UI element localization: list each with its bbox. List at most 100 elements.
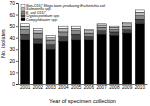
bar-segment xyxy=(59,26,68,28)
bar-segment xyxy=(59,37,68,42)
x-tick-label: 2003 xyxy=(46,85,57,90)
x-tick-label: 2007 xyxy=(97,85,108,90)
bar-segment xyxy=(110,35,119,84)
y-axis-line xyxy=(16,4,19,85)
y-tick-label: 70 xyxy=(9,0,15,6)
y-tick: 50 xyxy=(9,23,18,29)
x-tick: 2001 xyxy=(20,84,31,90)
bar-segment xyxy=(84,33,93,36)
x-tick: 2002 xyxy=(33,84,44,90)
bar-segment xyxy=(135,24,144,84)
bar-segment xyxy=(72,40,81,84)
x-tick-label: 2004 xyxy=(58,85,69,90)
bar-segment xyxy=(59,28,68,31)
bar-segment xyxy=(46,38,55,40)
bar-segment xyxy=(123,30,132,33)
y-tick-mark xyxy=(16,84,18,85)
y-tick: 70 xyxy=(9,0,18,6)
bar-segment xyxy=(135,10,144,12)
y-tick-mark xyxy=(16,49,18,50)
bar-segment xyxy=(21,30,30,35)
y-tick: 0 xyxy=(12,81,18,87)
bar-segment xyxy=(135,12,144,15)
y-tick-mark xyxy=(16,61,18,62)
y-tick: 60 xyxy=(9,12,18,18)
y-tick-label: 10 xyxy=(9,70,15,76)
y-tick-label: 50 xyxy=(9,23,15,29)
x-tick-label: 2010 xyxy=(135,85,146,90)
x-tick: 2005 xyxy=(71,84,82,90)
bar-segment xyxy=(33,31,42,33)
bar-segment xyxy=(21,26,30,29)
bar-segment xyxy=(97,31,106,34)
bar-segment xyxy=(84,37,93,40)
bar-segment xyxy=(110,27,119,29)
bar-segment xyxy=(110,30,119,32)
bar-segment xyxy=(21,40,30,84)
y-tick: 10 xyxy=(9,70,18,76)
bar-segment xyxy=(59,32,68,37)
y-tick-label: 30 xyxy=(9,46,15,52)
x-tick-label: 2008 xyxy=(109,85,120,90)
bar-segment xyxy=(59,41,68,84)
bar-segment xyxy=(46,49,55,84)
bar-segment xyxy=(110,26,119,27)
y-tick-label: 40 xyxy=(9,35,15,41)
x-tick: 2010 xyxy=(135,84,146,90)
y-tick-label: 0 xyxy=(12,81,15,87)
bar-segment xyxy=(123,26,132,29)
x-tick: 2004 xyxy=(58,84,69,90)
bar-segment xyxy=(84,31,93,33)
legend-swatch xyxy=(21,5,25,8)
bar-segment xyxy=(46,40,55,45)
y-axis: 0 10 20 30 40 50 60 70 xyxy=(9,0,18,87)
bar-segment xyxy=(123,23,132,24)
y-tick: 30 xyxy=(9,46,18,52)
bar-segment xyxy=(84,40,93,84)
x-tick-label: 2002 xyxy=(33,85,44,90)
bar-segment xyxy=(72,31,81,34)
bar-segment xyxy=(33,44,42,85)
bar-segment xyxy=(46,45,55,50)
y-tick-mark xyxy=(16,3,18,4)
bar-segment xyxy=(72,28,81,30)
bar-segment xyxy=(72,34,81,40)
y-tick-mark xyxy=(16,38,18,39)
x-tick: 2009 xyxy=(122,84,133,90)
y-tick: 40 xyxy=(9,35,18,41)
chart: 0102030405060702001200220032004200520062… xyxy=(0,0,150,106)
bar-segment xyxy=(110,32,119,35)
y-tick-label: 20 xyxy=(9,58,15,64)
bar-segment xyxy=(33,33,42,39)
y-axis-title: No. isolates xyxy=(0,29,6,58)
x-tick-label: 2009 xyxy=(122,85,133,90)
legend: Non-O157 Shiga toxin–producing Escherich… xyxy=(21,4,105,22)
x-tick: 2003 xyxy=(46,84,57,90)
bar-segment xyxy=(135,19,144,24)
legend-swatch xyxy=(21,11,25,14)
y-tick-label: 60 xyxy=(9,12,15,18)
legend-item: Campylobacter spp. xyxy=(21,18,58,22)
x-tick: 2007 xyxy=(97,84,108,90)
x-tick-label: 2001 xyxy=(20,85,31,90)
bar-segment xyxy=(123,24,132,26)
bar-segment xyxy=(72,26,81,28)
y-tick-mark xyxy=(16,15,18,16)
bar-segment xyxy=(135,16,144,19)
legend-swatch xyxy=(21,18,25,21)
x-axis: 2001200220032004200520062007200820092010 xyxy=(19,84,148,90)
legend-swatch xyxy=(21,15,25,18)
bar-segment xyxy=(46,35,55,37)
bar-segment xyxy=(84,30,93,31)
bar-segment xyxy=(33,39,42,44)
y-tick-mark xyxy=(16,26,18,27)
bar-segment xyxy=(97,25,106,27)
bar-segment xyxy=(33,28,42,30)
bar-segment xyxy=(21,24,30,26)
x-tick-label: 2005 xyxy=(71,85,82,90)
x-axis-title: Year of specimen collection xyxy=(49,98,116,104)
bar-segment xyxy=(97,27,106,30)
x-tick: 2008 xyxy=(109,84,120,90)
bar-segment xyxy=(97,24,106,25)
x-tick: 2006 xyxy=(84,84,95,90)
